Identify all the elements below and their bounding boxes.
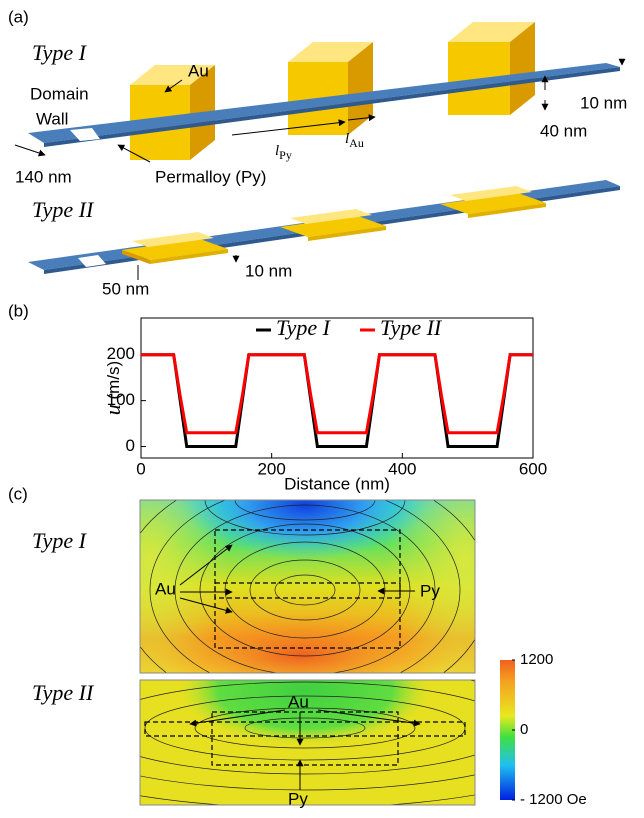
x-tick-label: 400 <box>388 459 416 478</box>
domain-label: Domain <box>30 84 89 103</box>
type-title: Type I <box>32 40 88 65</box>
panel-label: (a) <box>8 7 29 26</box>
subscript: Au <box>349 136 364 150</box>
arrow <box>15 145 45 155</box>
thickness-label: 10 nm <box>580 93 627 112</box>
type-title: Type I <box>32 528 88 553</box>
wall-label: Wall <box>36 109 68 128</box>
l-py-label: lPy <box>275 143 292 161</box>
y-tick-label: 200 <box>107 344 135 363</box>
au-pad <box>130 22 535 160</box>
panel-label: (c) <box>8 484 28 503</box>
y-tick-label: 100 <box>107 390 135 409</box>
x-tick-label: 200 <box>257 459 285 478</box>
py-label: Py <box>420 581 440 600</box>
py-label: Py <box>288 789 308 808</box>
colorbar-label: 0 <box>520 721 528 738</box>
permalloy-label: Permalloy (Py) <box>155 167 266 186</box>
data-line <box>141 355 533 433</box>
au-label: Au <box>288 692 309 711</box>
x-tick-label: 0 <box>136 459 145 478</box>
plot-frame <box>141 318 533 458</box>
width-label: 40 nm <box>540 121 587 140</box>
figure: (a) Type I Au Domain Wall 140 nm Permall… <box>0 0 644 818</box>
subscript: Py <box>279 148 292 162</box>
y-tick-label: 0 <box>126 436 135 455</box>
l-au-label: lAu <box>345 131 364 149</box>
panel-a: (a) Type I Au Domain Wall 140 nm Permall… <box>8 7 627 298</box>
type-title: Type II <box>32 197 95 222</box>
au-label: Au <box>155 579 176 598</box>
au-label: Au <box>188 61 209 80</box>
panel-label: (b) <box>8 301 29 320</box>
thickness-label: 10 nm <box>245 261 292 280</box>
x-tick-label: 600 <box>519 459 547 478</box>
x-axis-label: Distance (nm) <box>284 474 390 493</box>
colorbar-label: - 1200 Oe <box>520 791 587 808</box>
au-pad <box>122 186 546 264</box>
width-label: 50 nm <box>102 279 149 298</box>
type-title: Type II <box>32 680 95 705</box>
legend-label: Type II <box>380 315 443 340</box>
legend-label: Type I <box>276 315 332 340</box>
colorbar-label: 1200 <box>520 651 553 668</box>
width-label: 140 nm <box>15 167 72 186</box>
